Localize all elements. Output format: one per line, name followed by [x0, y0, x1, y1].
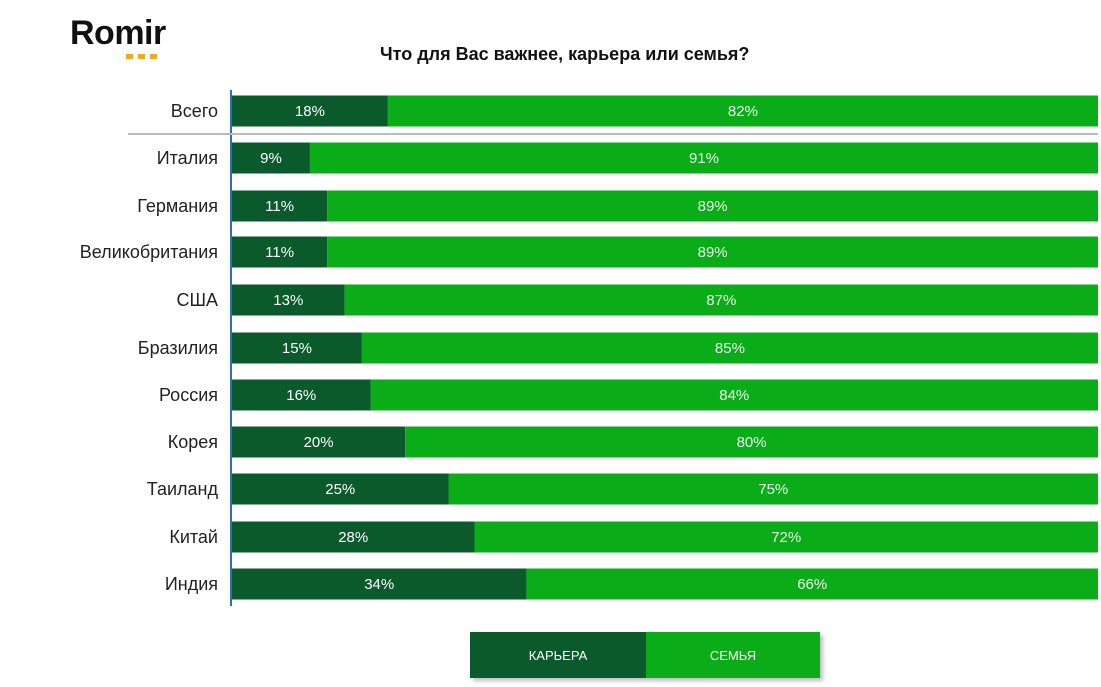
data-label-career: 9% — [260, 150, 282, 167]
data-label-family: 66% — [797, 576, 827, 593]
data-label-family: 89% — [698, 198, 728, 215]
data-label-career: 11% — [265, 244, 294, 261]
bar-career — [232, 236, 328, 268]
data-label-family: 75% — [758, 481, 788, 498]
bar-family — [327, 190, 1098, 222]
category-label: Германия — [137, 196, 218, 216]
bar-career — [232, 473, 449, 505]
data-label-career: 28% — [338, 529, 368, 546]
bar-career — [232, 379, 371, 411]
data-label-family: 85% — [715, 340, 745, 357]
data-label-career: 13% — [273, 292, 303, 309]
category-label: Корея — [168, 432, 218, 452]
data-label-family: 82% — [728, 103, 758, 120]
bar-career — [232, 284, 345, 316]
category-label: США — [176, 290, 218, 310]
category-label: Италия — [157, 148, 218, 168]
data-label-career: 25% — [325, 481, 355, 498]
logo-dots-icon — [126, 54, 157, 59]
bar-family — [344, 284, 1099, 316]
bar-career — [232, 190, 328, 222]
data-label-family: 91% — [689, 150, 719, 167]
romir-logo: Romir — [70, 14, 166, 52]
category-label: Бразилия — [138, 338, 218, 358]
bar-family — [474, 521, 1099, 553]
data-label-family: 84% — [719, 387, 749, 404]
category-label: Китай — [169, 527, 218, 547]
chart-legend: КАРЬЕРА СЕМЬЯ — [470, 632, 820, 678]
bar-family — [526, 568, 1098, 600]
bar-career — [232, 426, 406, 458]
legend-family: СЕМЬЯ — [646, 632, 820, 678]
category-label: Всего — [171, 101, 218, 121]
bar-family — [448, 473, 1098, 505]
bar-career — [232, 521, 475, 553]
stacked-bar-chart: Всего 18% 82% Италия 9% 91% Германия 11% 89% Вели… — [80, 90, 1099, 606]
data-label-family: 89% — [698, 244, 728, 261]
data-label-career: 15% — [282, 340, 312, 357]
category-label: Таиланд — [147, 479, 219, 499]
data-label-family: 72% — [771, 529, 801, 546]
bar-family — [370, 379, 1098, 411]
bar-career — [232, 568, 527, 600]
bar-family — [361, 332, 1098, 364]
bar-career — [232, 332, 362, 364]
data-label-career: 11% — [265, 198, 294, 215]
legend-career: КАРЬЕРА — [470, 632, 646, 678]
data-label-career: 16% — [286, 387, 316, 404]
bar-career — [232, 95, 388, 127]
data-label-career: 34% — [364, 576, 394, 593]
data-label-family: 87% — [706, 292, 736, 309]
data-label-career: 20% — [304, 434, 334, 451]
bar-family — [309, 142, 1098, 174]
data-label-career: 18% — [295, 103, 325, 120]
bar-family — [327, 236, 1098, 268]
bar-family — [387, 95, 1098, 127]
category-label: Индия — [165, 574, 218, 594]
category-label: Россия — [159, 385, 218, 405]
chart-title: Что для Вас важнее, карьера или семья? — [380, 44, 750, 64]
bar-family — [405, 426, 1098, 458]
category-label: Великобритания — [80, 242, 218, 262]
data-label-family: 80% — [737, 434, 767, 451]
bar-career — [232, 142, 310, 174]
